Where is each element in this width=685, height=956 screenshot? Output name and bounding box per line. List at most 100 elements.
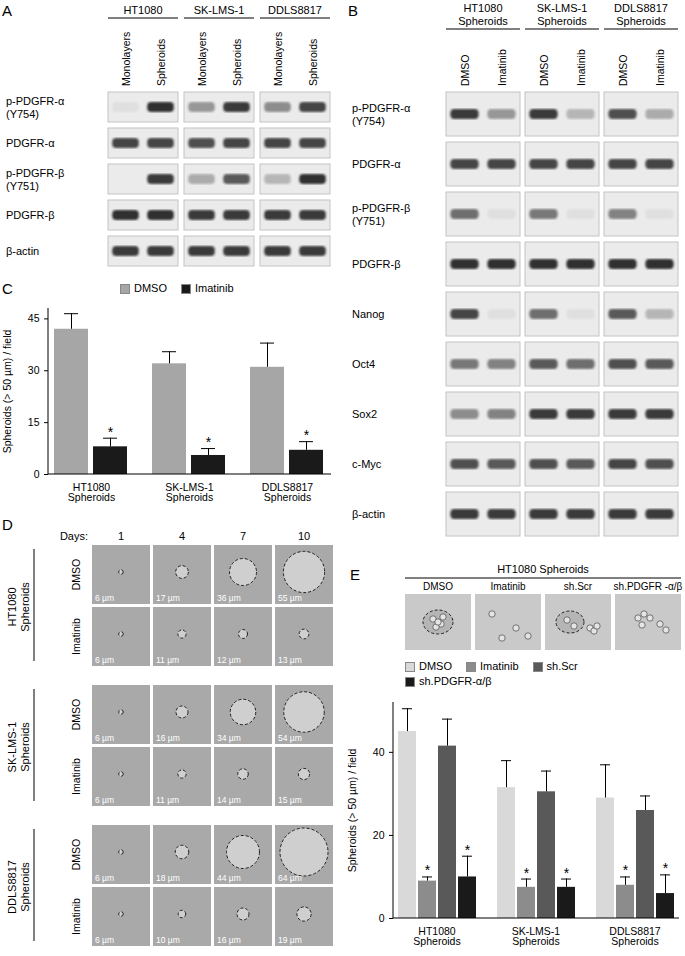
svg-text:7: 7 [240, 530, 246, 542]
svg-text:Days:: Days: [60, 530, 88, 542]
svg-text:*: * [108, 424, 114, 440]
svg-text:15: 15 [28, 416, 40, 428]
svg-text:HT1080Spheroids: HT1080Spheroids [413, 925, 460, 948]
svg-text:DMSO: DMSO [423, 581, 453, 592]
svg-text:16 µm: 16 µm [217, 935, 241, 945]
svg-text:HT1080Spheroids: HT1080Spheroids [6, 582, 31, 632]
svg-text:19 µm: 19 µm [278, 935, 302, 945]
svg-text:Imatinib: Imatinib [70, 898, 82, 935]
svg-text:*: * [425, 862, 431, 878]
svg-text:PDGFR-α: PDGFR-α [6, 137, 55, 149]
svg-text:DDLS8817Spheroids: DDLS8817Spheroids [614, 2, 668, 27]
svg-text:45: 45 [28, 312, 40, 324]
svg-text:*: * [564, 865, 570, 881]
svg-text:1: 1 [118, 530, 124, 542]
svg-text:Imatinib: Imatinib [496, 49, 508, 86]
svg-text:Monolayers: Monolayers [120, 32, 132, 86]
svg-text:HT1080 Spheroids: HT1080 Spheroids [497, 563, 589, 575]
svg-text:D: D [2, 516, 13, 533]
svg-text:6 µm: 6 µm [95, 593, 114, 603]
svg-text:Imatinib: Imatinib [654, 49, 666, 86]
svg-text:Spheroids: Spheroids [155, 39, 167, 86]
svg-text:sh.Scr: sh.Scr [564, 581, 593, 592]
svg-text:Nanog: Nanog [352, 308, 384, 320]
svg-text:18 µm: 18 µm [156, 873, 180, 883]
svg-text:10: 10 [298, 530, 310, 542]
svg-text:0: 0 [379, 912, 385, 924]
svg-text:SK-LMS-1Spheroids: SK-LMS-1Spheroids [537, 2, 588, 27]
svg-text:p-PDGFR-α(Y754): p-PDGFR-α(Y754) [6, 95, 65, 120]
svg-text:SK-LMS-1Spheroids: SK-LMS-1Spheroids [512, 925, 561, 948]
svg-text:*: * [465, 842, 471, 858]
svg-text:SK-LMS-1: SK-LMS-1 [194, 4, 245, 16]
svg-text:DMSO: DMSO [617, 55, 629, 87]
svg-text:C: C [2, 280, 13, 297]
svg-text:11 µm: 11 µm [156, 795, 179, 805]
svg-text:DMSO: DMSO [70, 699, 82, 731]
svg-text:p-PDGFR-β(Y751): p-PDGFR-β(Y751) [352, 202, 410, 227]
svg-text:20: 20 [373, 829, 385, 841]
svg-text:6 µm: 6 µm [95, 655, 114, 665]
svg-text:*: * [206, 434, 212, 450]
svg-text:Imatinib: Imatinib [70, 618, 82, 655]
svg-text:p-PDGFR-β(Y751): p-PDGFR-β(Y751) [6, 167, 64, 192]
svg-text:Imatinib: Imatinib [70, 758, 82, 795]
svg-text:DDLS8817Spheroids: DDLS8817Spheroids [6, 860, 31, 914]
svg-text:Spheroids (> 50 µm) / field: Spheroids (> 50 µm) / field [1, 330, 13, 454]
svg-text:c-Myc: c-Myc [352, 458, 382, 470]
svg-text:11 µm: 11 µm [156, 655, 179, 665]
svg-text:Monolayers: Monolayers [196, 32, 208, 86]
svg-text:HT1080: HT1080 [123, 4, 162, 16]
svg-text:Spheroids (> 50 µm) / field: Spheroids (> 50 µm) / field [346, 749, 358, 873]
svg-text:34 µm: 34 µm [217, 733, 241, 743]
svg-text:DMSO: DMSO [70, 559, 82, 591]
svg-text:A: A [2, 2, 12, 19]
svg-text:44 µm: 44 µm [217, 873, 241, 883]
svg-text:6 µm: 6 µm [95, 795, 114, 805]
svg-text:E: E [350, 566, 360, 583]
svg-text:64 µm: 64 µm [278, 873, 302, 883]
svg-text:Monolayers: Monolayers [272, 32, 284, 86]
svg-text:17 µm: 17 µm [156, 593, 180, 603]
svg-text:DMSO: DMSO [70, 839, 82, 871]
svg-text:*: * [304, 427, 310, 443]
svg-text:HT1080Spheroids: HT1080Spheroids [458, 2, 508, 27]
svg-text:6 µm: 6 µm [95, 935, 114, 945]
svg-text:4: 4 [179, 530, 185, 542]
svg-text:10 µm: 10 µm [156, 935, 180, 945]
svg-text:HT1080Spheroids: HT1080Spheroids [68, 481, 115, 504]
svg-text:DDLS8817: DDLS8817 [268, 4, 322, 16]
svg-text:DDLS8817Spheroids: DDLS8817Spheroids [609, 925, 661, 948]
svg-text:Imatinib: Imatinib [490, 581, 525, 592]
svg-text:sh.PDGFR -α/β: sh.PDGFR -α/β [614, 581, 683, 592]
svg-text:SK-LMS-1Spheroids: SK-LMS-1Spheroids [165, 481, 214, 504]
svg-text:p-PDGFR-α(Y754): p-PDGFR-α(Y754) [352, 102, 411, 127]
svg-text:PDGFR-β: PDGFR-β [6, 209, 55, 221]
svg-text:6 µm: 6 µm [95, 733, 114, 743]
svg-text:DMSO: DMSO [538, 55, 550, 87]
svg-text:Sox2: Sox2 [352, 408, 377, 420]
svg-text:Imatinib: Imatinib [575, 49, 587, 86]
svg-text:Spheroids: Spheroids [307, 39, 319, 86]
svg-text:Spheroids: Spheroids [231, 39, 243, 86]
svg-text:30: 30 [28, 364, 40, 376]
svg-text:40: 40 [373, 746, 385, 758]
svg-text:PDGFR-α: PDGFR-α [352, 158, 401, 170]
svg-text:β-actin: β-actin [6, 245, 39, 257]
svg-text:*: * [663, 860, 669, 876]
svg-text:β-actin: β-actin [352, 508, 385, 520]
svg-text:14 µm: 14 µm [217, 795, 241, 805]
svg-text:6 µm: 6 µm [95, 873, 114, 883]
svg-text:54 µm: 54 µm [278, 733, 302, 743]
svg-text:55 µm: 55 µm [278, 593, 302, 603]
svg-text:SK-LMS-1Spheroids: SK-LMS-1Spheroids [6, 722, 31, 773]
svg-text:13 µm: 13 µm [278, 655, 302, 665]
svg-text:PDGFR-β: PDGFR-β [352, 258, 401, 270]
svg-text:12 µm: 12 µm [217, 655, 241, 665]
svg-text:*: * [524, 865, 530, 881]
svg-text:16 µm: 16 µm [156, 733, 180, 743]
svg-text:Oct4: Oct4 [352, 358, 375, 370]
svg-text:*: * [623, 862, 629, 878]
svg-text:15 µm: 15 µm [278, 795, 302, 805]
svg-text:DDLS8817Spheroids: DDLS8817Spheroids [262, 481, 314, 504]
